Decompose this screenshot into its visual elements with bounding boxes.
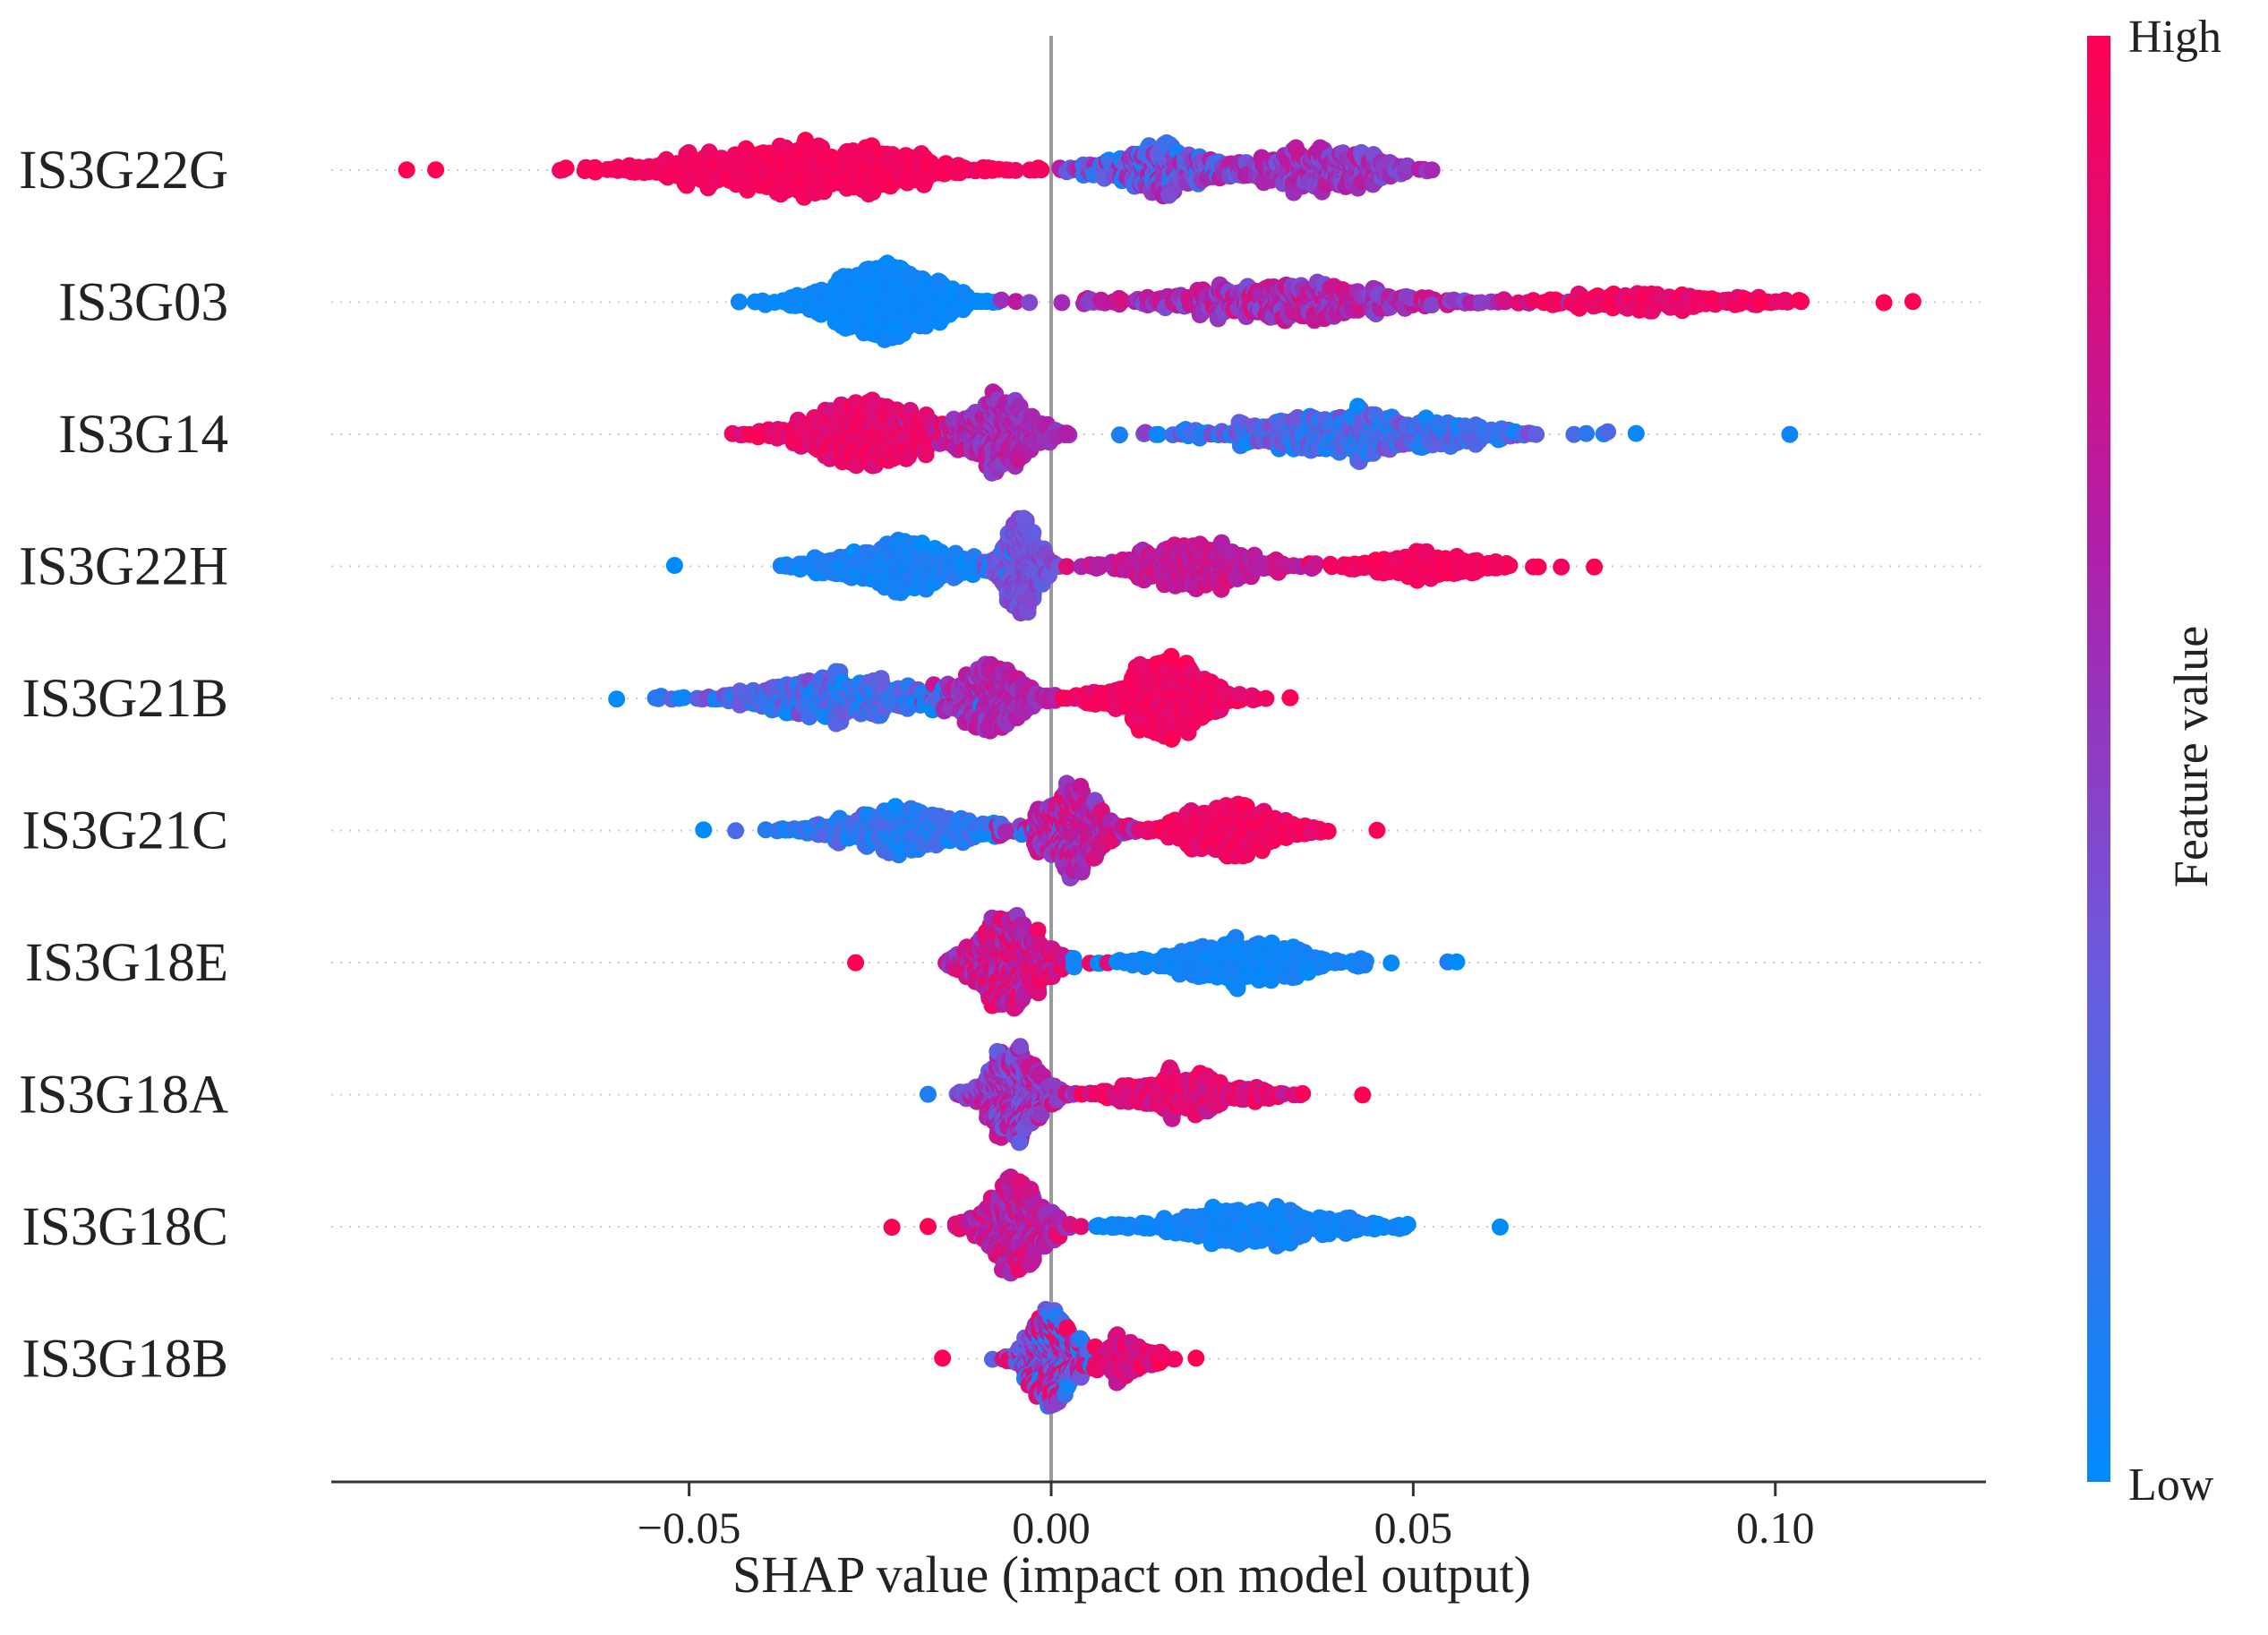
- feature-row-points: [723, 383, 1799, 482]
- shap-point: [730, 293, 748, 311]
- shap-point: [1875, 294, 1893, 312]
- shap-point: [992, 291, 1010, 309]
- shap-point: [398, 161, 415, 179]
- shap-point: [1423, 296, 1441, 314]
- shap-point: [1904, 293, 1921, 311]
- shap-point: [1057, 424, 1075, 442]
- beeswarm-points: [398, 132, 1921, 1415]
- feature-row-points: [398, 132, 1441, 206]
- shap-point: [1495, 291, 1513, 309]
- shap-point: [1528, 425, 1545, 443]
- shap-point: [1110, 426, 1128, 444]
- shap-point: [1150, 425, 1168, 443]
- shap-point: [1599, 423, 1616, 441]
- shap-point: [1627, 424, 1645, 442]
- shap-point: [1021, 294, 1039, 312]
- shap-point: [665, 557, 683, 574]
- feature-row-points: [730, 254, 1921, 348]
- shap-point: [1053, 294, 1071, 312]
- shap-point: [1032, 161, 1050, 179]
- feature-row-points: [665, 509, 1604, 622]
- shap-point: [557, 159, 575, 177]
- shap-point: [1423, 161, 1441, 179]
- row-gridlines: [331, 169, 1986, 1360]
- shap-point: [1578, 424, 1596, 442]
- shap-point: [427, 161, 445, 179]
- shap-point: [1781, 425, 1799, 443]
- shap-point: [1790, 292, 1808, 309]
